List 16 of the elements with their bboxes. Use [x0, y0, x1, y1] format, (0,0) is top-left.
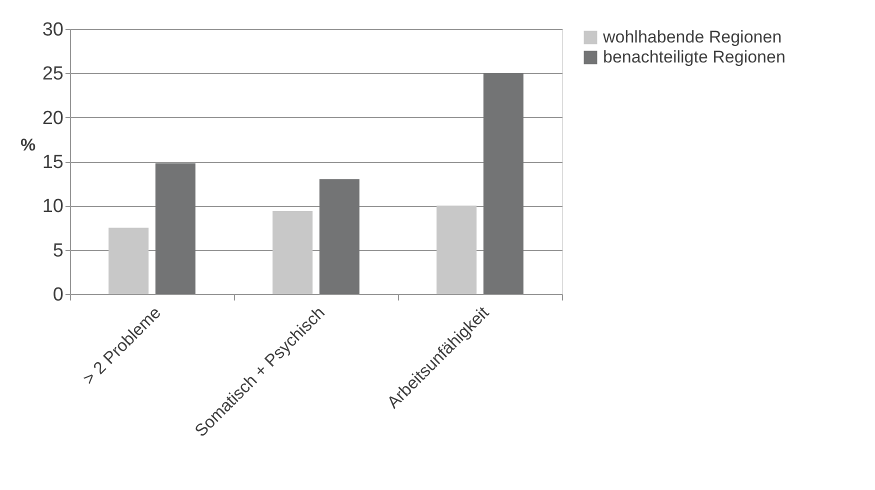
- y-tick-label: 0: [52, 284, 64, 306]
- y-tick-label: 15: [42, 152, 64, 173]
- bar: [483, 73, 524, 294]
- bar: [436, 206, 477, 294]
- bar: [108, 228, 149, 294]
- y-tick-label: 20: [42, 108, 64, 129]
- y-tick-label: 5: [52, 240, 64, 262]
- legend-label: wohlhabende Regionen: [602, 28, 782, 46]
- y-axis-title: %: [20, 136, 36, 154]
- legend-label: benachteiligte Regionen: [603, 48, 786, 66]
- bar: [272, 210, 313, 294]
- bar: [319, 179, 360, 294]
- bar: [155, 163, 196, 294]
- y-tick-label: 30: [42, 20, 64, 40]
- y-tick-label: 10: [42, 196, 64, 218]
- y-tick-label: 25: [42, 64, 64, 85]
